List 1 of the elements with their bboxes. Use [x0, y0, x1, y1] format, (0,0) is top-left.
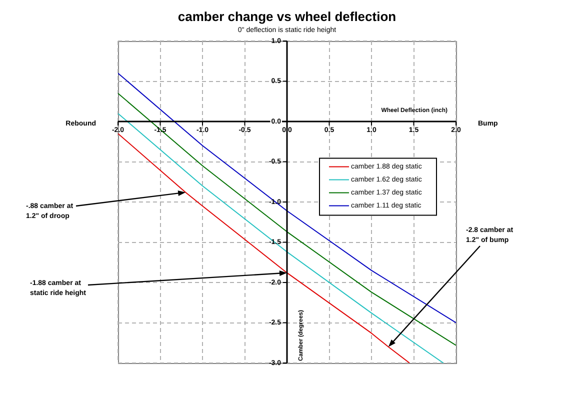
chart-title: camber change vs wheel deflection [178, 9, 396, 24]
